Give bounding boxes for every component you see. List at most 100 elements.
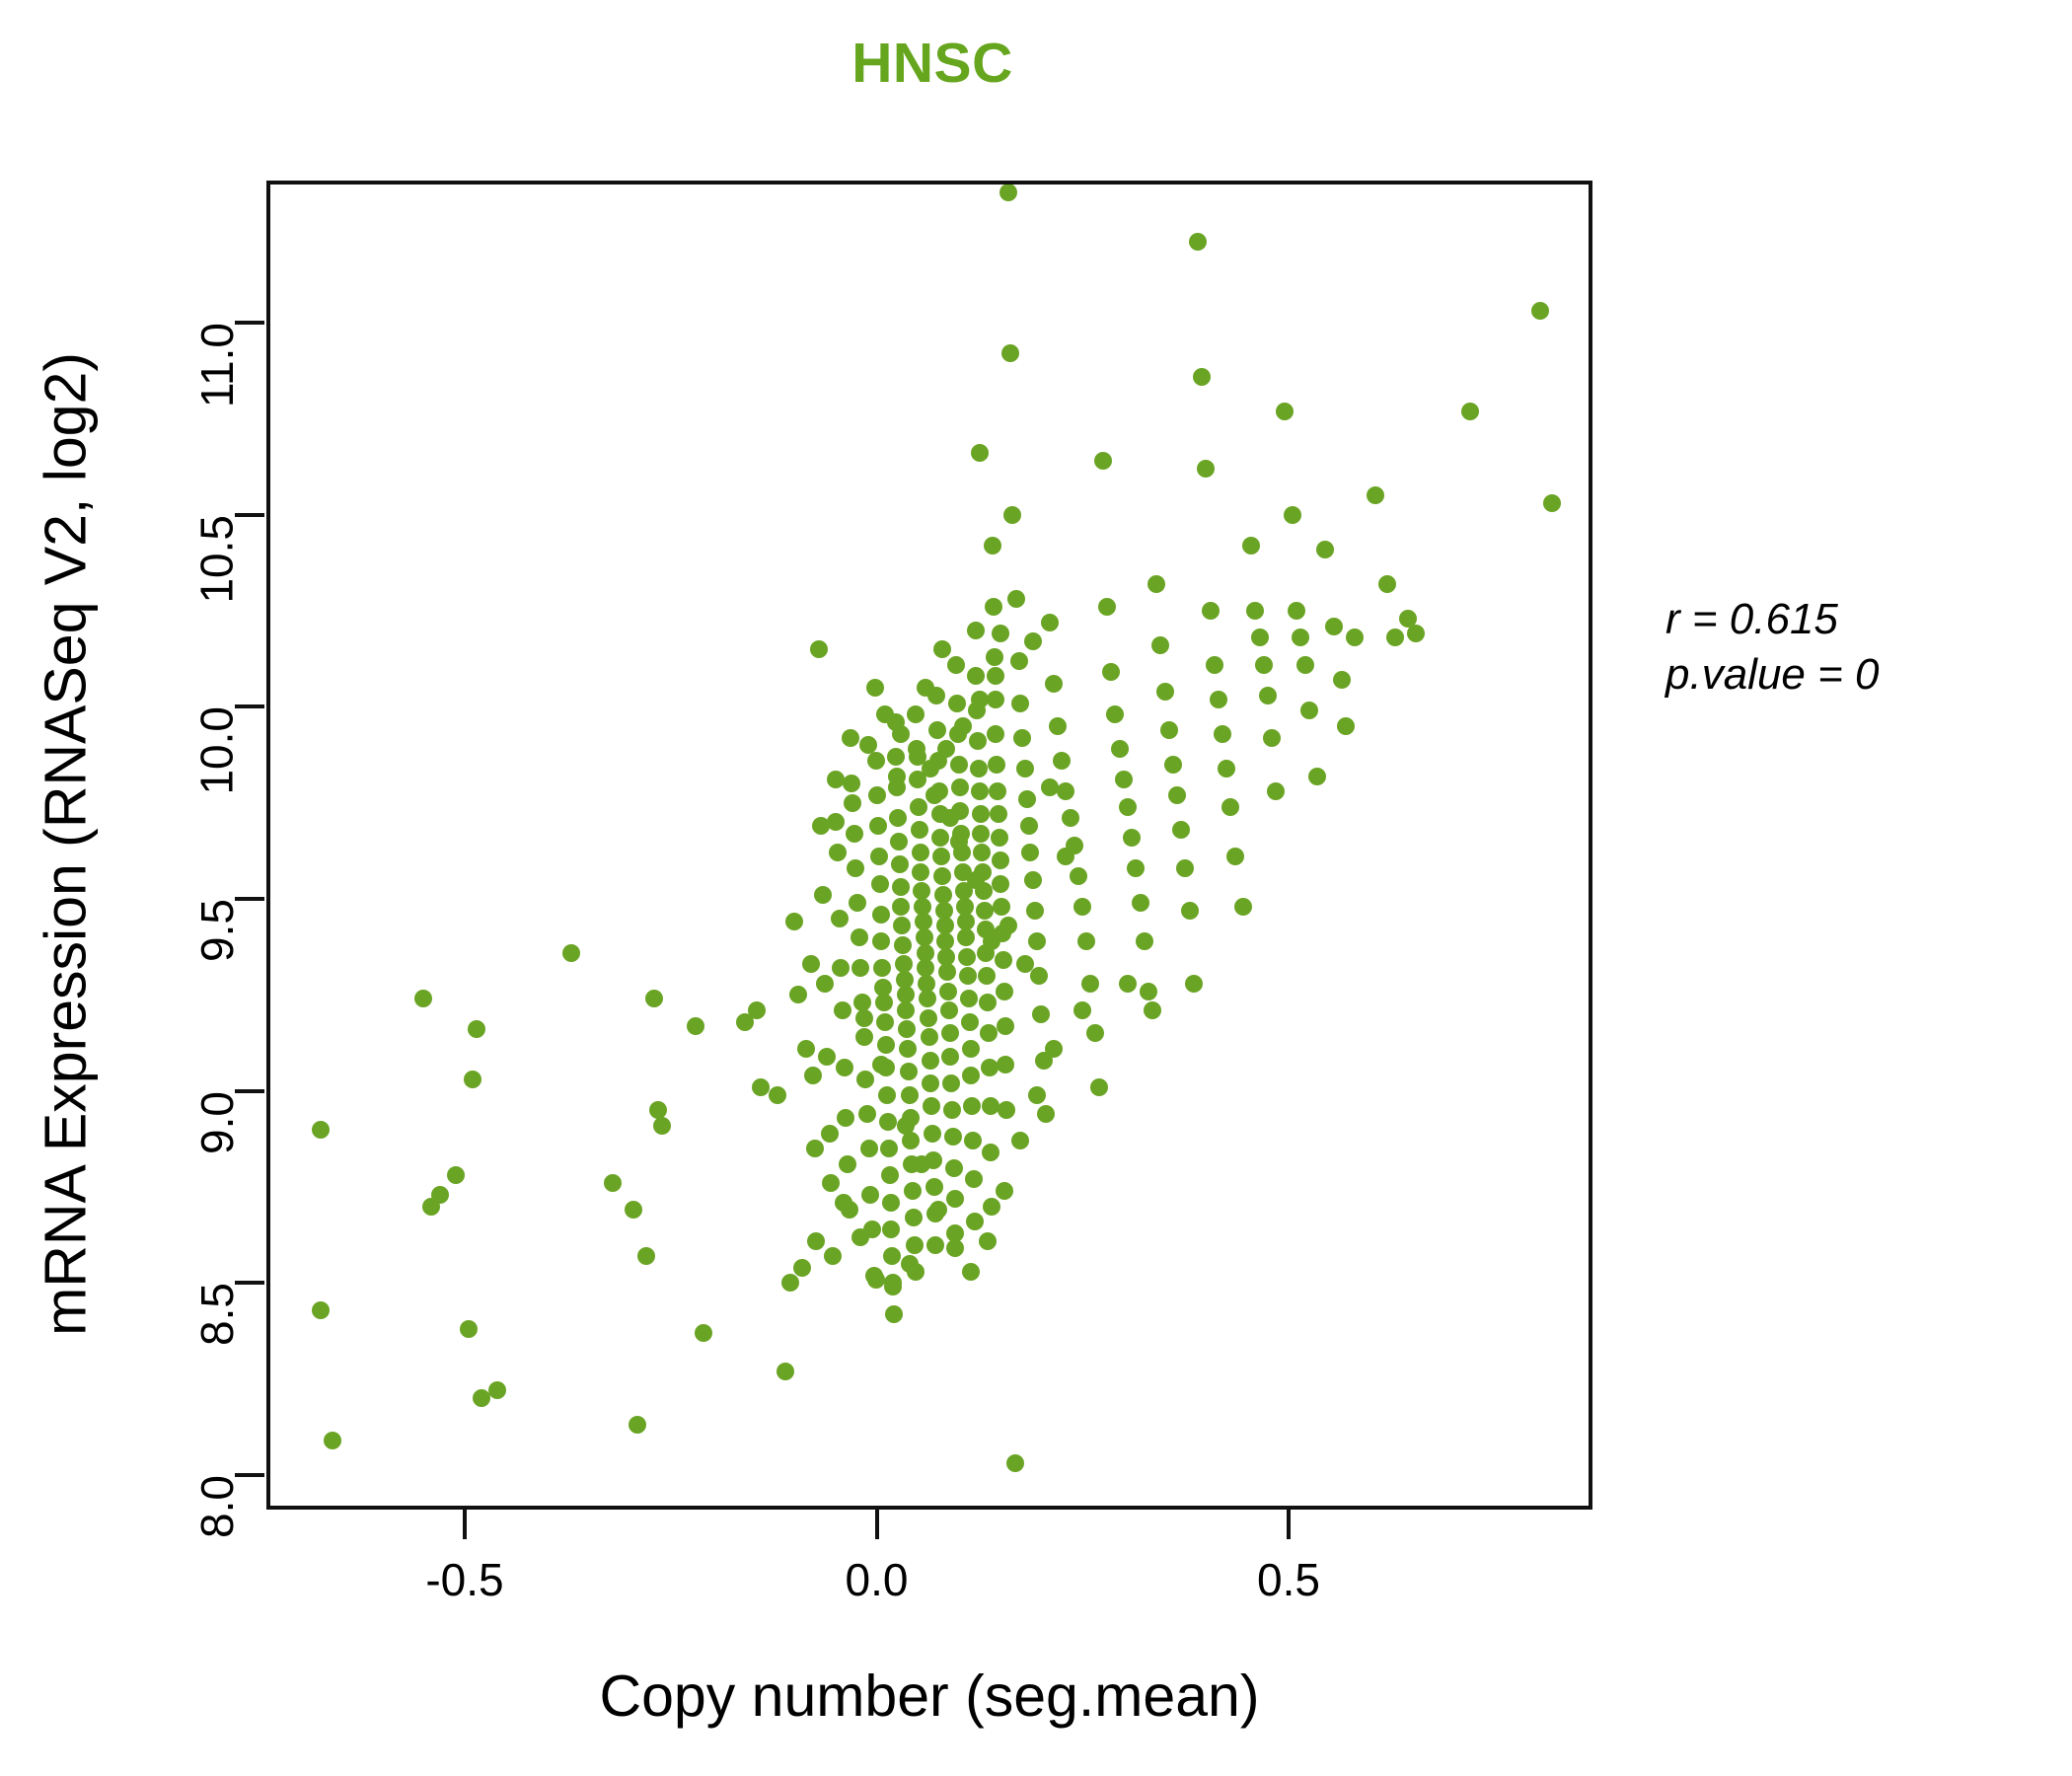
y-tick-mark: [235, 897, 264, 901]
scatter-point: [1324, 617, 1343, 635]
scatter-point: [969, 732, 988, 751]
scatter-point: [909, 771, 927, 789]
scatter-point: [1184, 974, 1203, 993]
scatter-point: [985, 647, 1003, 666]
scatter-point: [1176, 858, 1195, 877]
scatter-point: [991, 851, 1009, 870]
y-tick-label: 8.0: [191, 1475, 243, 1538]
scatter-point: [830, 909, 849, 927]
scatter-point: [874, 978, 892, 997]
scatter-point: [562, 943, 581, 962]
scatter-point: [849, 894, 867, 912]
scatter-point: [922, 1073, 940, 1092]
scatter-point: [1131, 894, 1149, 912]
scatter-point: [1077, 931, 1096, 950]
scatter-point: [1073, 897, 1092, 916]
scatter-point: [981, 1097, 999, 1116]
scatter-point: [992, 874, 1010, 893]
scatter-point: [941, 809, 960, 828]
scatter-point: [910, 821, 928, 840]
scatter-point: [866, 678, 885, 697]
scatter-point: [966, 870, 985, 889]
scatter-point: [896, 986, 915, 1004]
scatter-point: [1119, 974, 1137, 993]
scatter-point: [940, 1024, 959, 1043]
scatter-point: [812, 817, 831, 836]
scatter-point: [891, 878, 910, 897]
scatter-point: [990, 828, 1008, 847]
scatter-point: [311, 1120, 330, 1139]
x-tick-label: 0.5: [1257, 1554, 1320, 1605]
scatter-point: [824, 1247, 843, 1266]
scatter-point: [870, 874, 889, 893]
scatter-point: [1139, 982, 1157, 1000]
scatter-point: [1011, 1132, 1030, 1150]
scatter-point: [1172, 821, 1191, 840]
scatter-point: [950, 778, 969, 797]
p-value-text: p.value = 0: [1665, 650, 1880, 700]
scatter-point: [899, 1039, 918, 1058]
scatter-point: [845, 824, 863, 843]
scatter-point: [917, 678, 935, 697]
scatter-point: [898, 1020, 917, 1039]
correlation-text: r = 0.615: [1665, 595, 1838, 643]
scatter-point: [925, 1178, 943, 1197]
x-tick-mark: [463, 1510, 467, 1539]
scatter-point: [834, 1193, 852, 1212]
x-tick-mark: [874, 1510, 879, 1539]
scatter-point: [818, 1047, 837, 1066]
scatter-point: [892, 897, 911, 916]
scatter-point: [1460, 402, 1479, 420]
scatter-point: [822, 1174, 841, 1193]
scatter-point: [1205, 655, 1223, 674]
scatter-point: [882, 1220, 901, 1238]
scatter-point: [994, 951, 1012, 970]
scatter-point: [1288, 602, 1306, 621]
scatter-point: [920, 1028, 938, 1047]
scatter-point: [1013, 728, 1032, 747]
scatter-point: [1345, 629, 1364, 647]
scatter-point: [1127, 858, 1146, 877]
scatter-point: [1119, 797, 1137, 816]
scatter-point: [1110, 740, 1129, 759]
scatter-point: [653, 1116, 672, 1135]
scatter-point: [964, 1132, 983, 1150]
scatter-point: [1023, 870, 1042, 889]
scatter-point: [1040, 613, 1059, 631]
scatter-point: [777, 1362, 795, 1380]
scatter-point: [1007, 590, 1026, 609]
scatter-point: [879, 1140, 898, 1158]
scatter-point: [797, 1039, 816, 1058]
scatter-point: [875, 705, 894, 724]
scatter-point: [900, 1254, 919, 1273]
scatter-point: [793, 1258, 812, 1277]
scatter-point: [949, 755, 968, 774]
scatter-point: [1308, 767, 1327, 785]
scatter-point: [986, 690, 1004, 708]
scatter-point: [916, 943, 934, 962]
scatter-point: [958, 947, 977, 966]
scatter-point: [1057, 782, 1075, 801]
scatter-point: [884, 1278, 903, 1296]
scatter-point: [829, 844, 848, 862]
scatter-point: [1337, 716, 1356, 735]
scatter-point: [1543, 494, 1562, 513]
x-axis-title: Copy number (seg.mean): [599, 1664, 1260, 1729]
scatter-point: [995, 982, 1013, 1000]
scatter-point: [928, 720, 947, 739]
scatter-point: [1005, 1454, 1024, 1473]
scatter-point: [913, 1154, 931, 1173]
scatter-point: [1123, 828, 1142, 847]
scatter-point: [914, 913, 932, 931]
y-tick-mark: [235, 704, 264, 709]
scatter-point: [1102, 663, 1121, 682]
scatter-point: [1044, 675, 1063, 694]
scatter-point: [1044, 1039, 1063, 1058]
scatter-point: [944, 1158, 963, 1177]
scatter-point: [636, 1247, 655, 1266]
scatter-point: [963, 1097, 982, 1116]
scatter-point: [851, 1227, 869, 1246]
scatter-point: [971, 805, 990, 824]
scatter-point: [876, 1036, 895, 1055]
scatter-point: [1218, 759, 1236, 777]
